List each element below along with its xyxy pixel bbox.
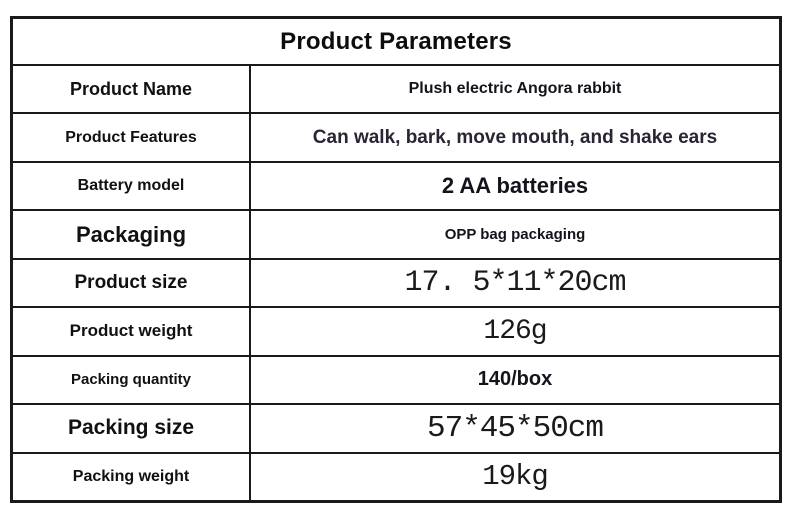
page-title: Product Parameters [280, 27, 512, 55]
table-row-battery-model: Battery model 2 AA batteries [13, 160, 779, 210]
row-value: 140/box [477, 368, 553, 391]
table-header-row: Product Parameters [13, 19, 779, 64]
row-label: Product Features [13, 114, 251, 161]
table-row-product-size: Product size 17. 5*11*20cm [13, 257, 779, 307]
table-row-packing-size: Packing size 57*45*50cm [13, 403, 779, 452]
row-label: Product size [13, 259, 251, 307]
table-row-product-features: Product Features Can walk, bark, move mo… [13, 112, 779, 161]
row-label: Product Name [13, 66, 251, 113]
row-value: 17. 5*11*20cm [404, 265, 626, 300]
table-row-product-name: Product Name Plush electric Angora rabbi… [13, 64, 779, 113]
row-label: Packaging [13, 211, 251, 258]
row-value: 126g [483, 315, 547, 347]
row-label: Battery model [13, 162, 251, 210]
row-value: 2 AA batteries [441, 173, 589, 199]
table-row-packing-quantity: Packing quantity 140/box [13, 354, 779, 404]
product-parameters-table: Product Parameters Product Name Plush el… [10, 16, 782, 503]
row-value: 57*45*50cm [426, 410, 604, 446]
table-row-packing-weight: Packing weight 19kg [13, 451, 779, 500]
row-label: Packing size [13, 405, 251, 452]
row-value: OPP bag packaging [444, 226, 586, 244]
row-value: 19kg [482, 460, 549, 494]
row-label: Packing weight [13, 453, 251, 500]
row-label: Product weight [13, 308, 251, 355]
table-row-packaging: Packaging OPP bag packaging [13, 209, 779, 258]
row-value: Can walk, bark, move mouth, and shake ea… [312, 126, 718, 148]
row-label: Packing quantity [13, 356, 251, 404]
table-row-product-weight: Product weight 126g [13, 306, 779, 355]
row-value: Plush electric Angora rabbit [408, 80, 622, 98]
